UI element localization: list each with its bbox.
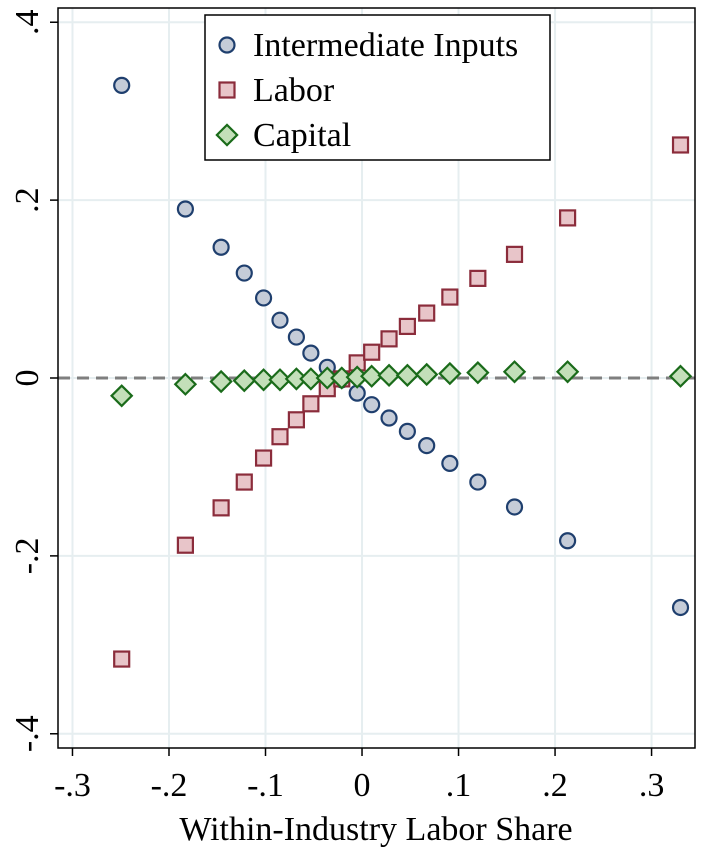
data-point <box>415 362 439 387</box>
series <box>113 76 690 617</box>
data-point <box>254 449 273 467</box>
data-point <box>380 409 398 427</box>
x-tick-label: .2 <box>542 767 568 804</box>
data-point <box>668 364 693 388</box>
x-tick-label: -.2 <box>151 767 188 804</box>
data-point <box>254 289 273 307</box>
data-point <box>671 598 690 617</box>
data-point <box>380 330 398 348</box>
data-point <box>302 344 320 362</box>
x-tick-label: .1 <box>446 767 472 804</box>
data-point <box>271 428 289 446</box>
legend-marker <box>218 36 236 54</box>
data-point <box>235 473 253 491</box>
x-tick-label: 0 <box>354 767 371 804</box>
data-point <box>287 328 305 346</box>
data-point <box>418 436 436 455</box>
y-tick-label: .4 <box>9 9 46 35</box>
data-point <box>377 363 401 388</box>
data-point <box>302 395 320 413</box>
data-point <box>113 650 131 668</box>
x-tick-label: -.1 <box>247 767 284 804</box>
data-point <box>438 361 462 386</box>
data-point <box>359 364 384 388</box>
data-point <box>555 360 580 384</box>
x-tick-label: -.3 <box>54 767 91 804</box>
data-point <box>441 454 459 472</box>
data-point <box>441 288 459 306</box>
legend-label: Capital <box>253 117 351 154</box>
data-point <box>235 264 253 282</box>
data-point <box>110 384 134 408</box>
data-point <box>398 422 416 440</box>
data-point <box>212 499 230 517</box>
data-point <box>505 498 524 516</box>
data-point <box>268 368 292 392</box>
data-point <box>363 343 381 361</box>
y-tick-label: .2 <box>9 187 46 213</box>
series <box>113 136 690 668</box>
data-point <box>558 532 577 550</box>
data-point <box>363 396 381 414</box>
data-point <box>271 311 289 329</box>
data-point <box>395 363 420 388</box>
data-point <box>671 136 690 154</box>
legend-marker <box>215 123 239 147</box>
y-tick-label: -.4 <box>9 715 46 752</box>
x-axis-label: Within-Industry Labor Share <box>179 811 572 848</box>
plot-frame <box>57 7 696 749</box>
y-tick-label: -.2 <box>9 537 46 574</box>
data-point <box>505 245 524 263</box>
data-point <box>176 536 194 554</box>
x-tick-label: .3 <box>639 767 665 804</box>
data-point <box>469 269 487 287</box>
series <box>110 360 693 408</box>
data-point <box>558 209 577 227</box>
data-point <box>176 200 194 218</box>
data-point <box>251 368 276 392</box>
data-point <box>232 368 256 393</box>
legend-label: Intermediate Inputs <box>253 27 518 64</box>
legend-marker <box>218 81 236 99</box>
y-tick-label: 0 <box>9 370 46 387</box>
data-point <box>502 360 527 384</box>
legend-box <box>204 14 551 161</box>
data-point <box>173 372 198 396</box>
data-point <box>287 411 305 429</box>
legend-label: Labor <box>253 72 335 109</box>
data-point <box>398 317 416 336</box>
data-point <box>212 238 230 256</box>
data-point <box>209 369 233 394</box>
data-point <box>418 304 436 322</box>
data-point <box>466 360 490 385</box>
data-point <box>299 367 323 391</box>
data-point <box>469 473 487 491</box>
data-point <box>113 76 131 94</box>
